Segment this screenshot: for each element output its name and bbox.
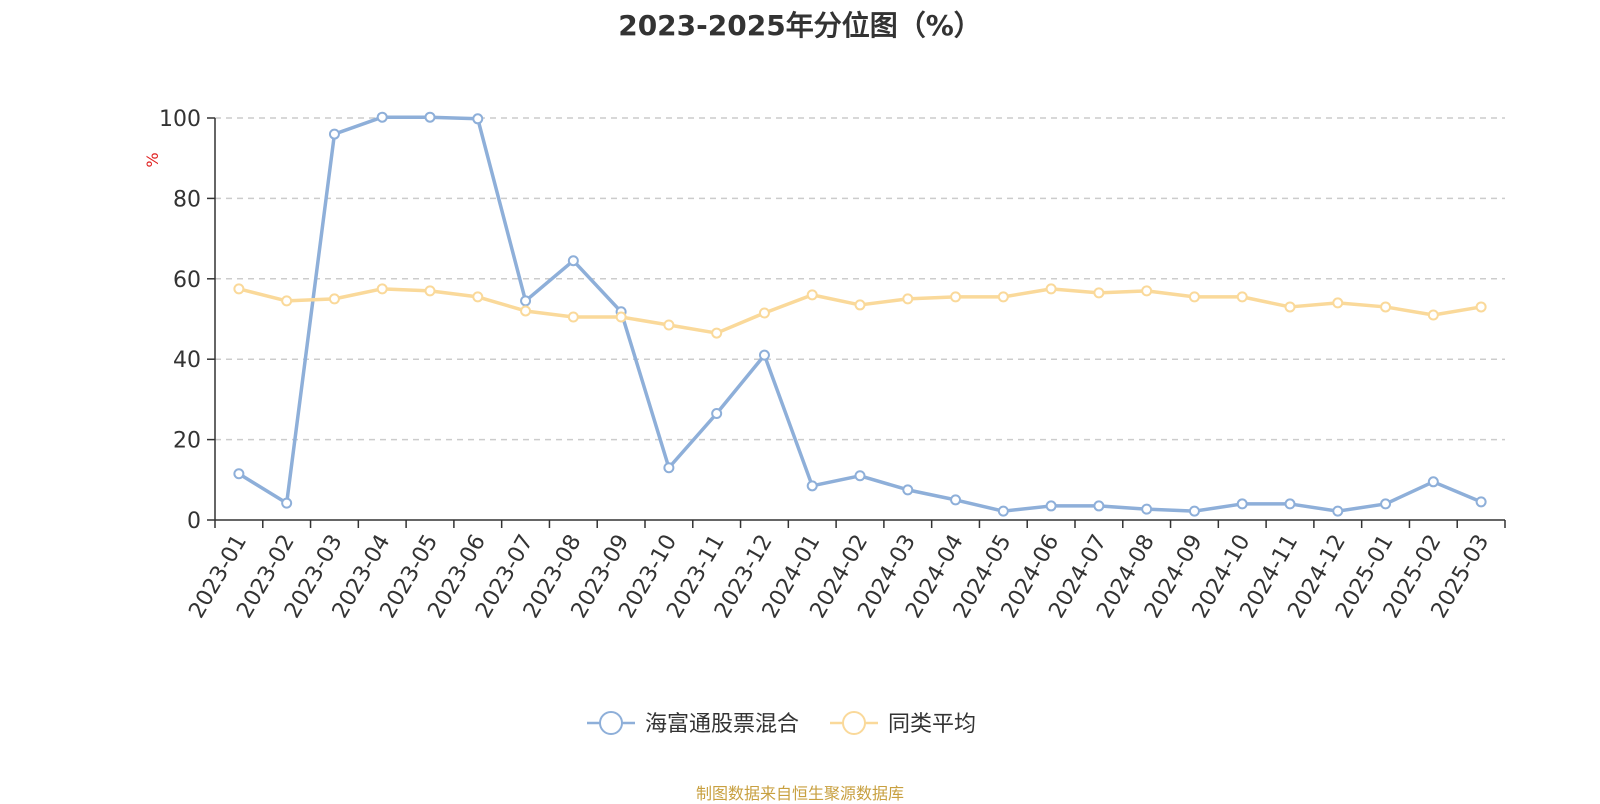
data-point[interactable] [424, 111, 436, 123]
series-line [237, 115, 1482, 513]
data-point[interactable] [1236, 291, 1248, 303]
data-point[interactable] [233, 468, 245, 480]
series-line [238, 287, 1482, 335]
grid-lines [215, 117, 1505, 441]
data-point[interactable] [1093, 500, 1105, 512]
data-point[interactable] [1284, 301, 1296, 313]
data-point[interactable] [520, 295, 532, 307]
data-point[interactable] [711, 407, 723, 419]
data-point[interactable] [758, 349, 770, 361]
data-point[interactable] [1188, 291, 1200, 303]
legend-item-0[interactable]: 海富通股票混合 [587, 711, 799, 737]
data-point[interactable] [233, 283, 245, 295]
data-point[interactable] [1045, 283, 1057, 295]
data-point[interactable] [1427, 476, 1439, 488]
data-point[interactable] [854, 470, 866, 482]
data-point[interactable] [472, 113, 484, 125]
data-point[interactable] [1380, 301, 1392, 313]
y-tick-label: 60 [173, 268, 201, 293]
series-1 [233, 283, 1487, 339]
data-point[interactable] [711, 327, 723, 339]
data-point[interactable] [1332, 505, 1344, 517]
data-point[interactable] [806, 480, 818, 492]
data-point[interactable] [854, 299, 866, 311]
y-tick-label: 80 [173, 187, 201, 212]
legend-label: 同类平均 [888, 712, 976, 737]
data-point[interactable] [328, 128, 340, 140]
data-point[interactable] [281, 497, 293, 509]
data-point[interactable] [376, 283, 388, 295]
data-point[interactable] [1332, 297, 1344, 309]
data-point[interactable] [1475, 301, 1487, 313]
data-point[interactable] [520, 305, 532, 317]
data-point[interactable] [1141, 285, 1153, 297]
data-point[interactable] [567, 311, 579, 323]
legend-marker [599, 711, 623, 735]
data-point[interactable] [424, 285, 436, 297]
data-point[interactable] [758, 307, 770, 319]
data-point[interactable] [997, 505, 1009, 517]
chart-title: 2023-2025年分位图（%） [618, 9, 982, 42]
legend-marker [842, 711, 866, 735]
data-point[interactable] [902, 484, 914, 496]
y-tick-label: 0 [187, 509, 201, 534]
y-axis-label: % [143, 152, 162, 167]
data-point[interactable] [950, 291, 962, 303]
data-point[interactable] [806, 289, 818, 301]
x-axis: 2023-012023-022023-032023-042023-052023-… [184, 519, 1506, 623]
y-axis: 0 20 40 60 80 100% [143, 107, 216, 534]
data-point[interactable] [1236, 498, 1248, 510]
data-point[interactable] [950, 494, 962, 506]
data-point[interactable] [376, 111, 388, 123]
data-point[interactable] [1093, 287, 1105, 299]
data-point[interactable] [663, 462, 675, 474]
data-point[interactable] [281, 295, 293, 307]
data-point[interactable] [1380, 498, 1392, 510]
legend-label: 海富通股票混合 [645, 712, 799, 737]
y-tick-label: 20 [173, 429, 201, 454]
series-layer [233, 111, 1487, 517]
data-point[interactable] [997, 291, 1009, 303]
source-note: 制图数据来自恒生聚源数据库 [695, 784, 904, 803]
data-point[interactable] [615, 311, 627, 323]
data-point[interactable] [1427, 309, 1439, 321]
data-point[interactable] [472, 291, 484, 303]
data-point[interactable] [1475, 496, 1487, 508]
data-point[interactable] [1045, 500, 1057, 512]
series-0 [233, 111, 1487, 517]
data-point[interactable] [1141, 503, 1153, 515]
data-point[interactable] [1188, 505, 1200, 517]
y-tick-label: 40 [173, 348, 201, 373]
data-point[interactable] [328, 293, 340, 305]
data-point[interactable] [663, 319, 675, 331]
data-point[interactable] [1284, 498, 1296, 510]
data-point[interactable] [567, 255, 579, 267]
legend: 海富通股票混合 同类平均 [587, 711, 976, 737]
y-tick-label: 100 [159, 107, 201, 132]
legend-item-1[interactable]: 同类平均 [830, 711, 976, 737]
data-point[interactable] [902, 293, 914, 305]
